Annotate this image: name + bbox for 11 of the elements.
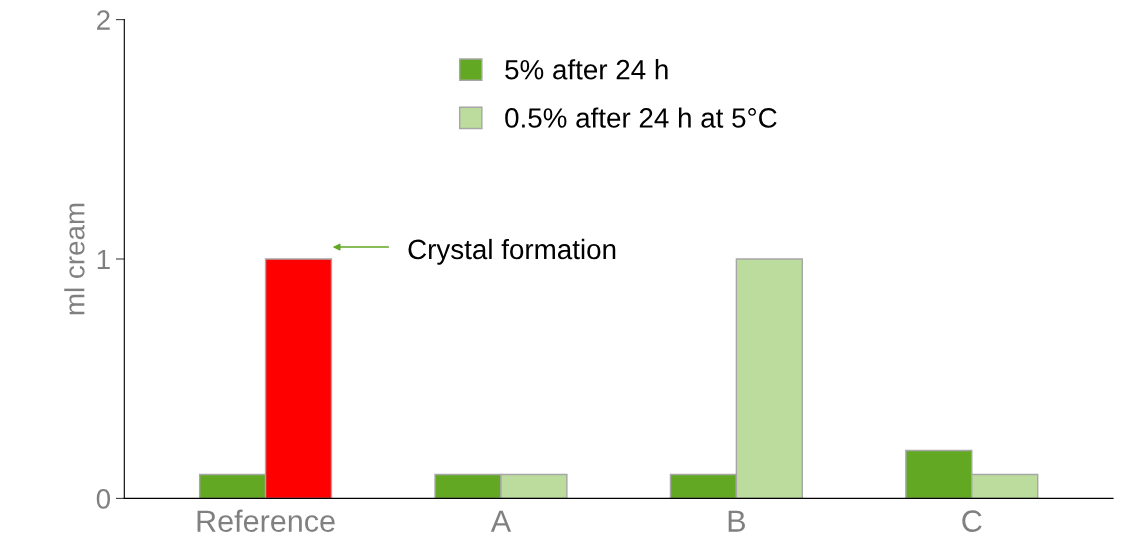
y-axis-title: ml cream: [64, 203, 85, 315]
annotation: Crystal formation: [408, 238, 616, 265]
y-tick-label: 0: [96, 489, 111, 509]
x-tick-label: B: [728, 510, 745, 532]
legend-label: 5% after 24 h: [505, 59, 668, 80]
y-tick-label: 2: [97, 10, 110, 30]
x-tick-label: A: [490, 510, 512, 532]
legend-label: 0.5% after 24 h at 5°C: [505, 107, 777, 128]
x-tick-label: Reference: [197, 509, 335, 532]
x-tick-label: C: [962, 510, 982, 532]
y-tick-label: 1: [97, 249, 110, 270]
